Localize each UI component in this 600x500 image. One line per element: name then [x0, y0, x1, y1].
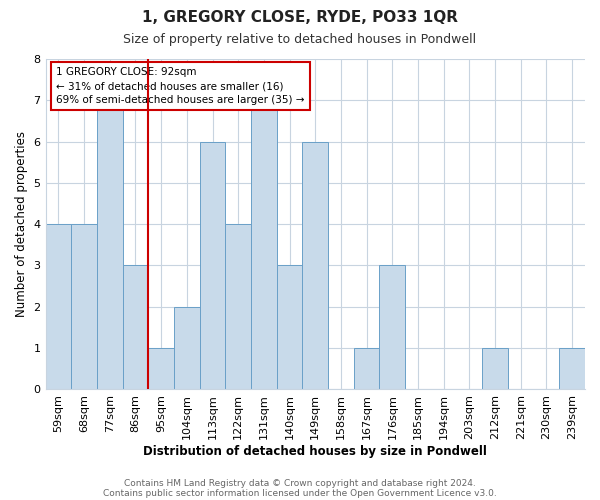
Bar — [97, 100, 122, 389]
Bar — [302, 142, 328, 389]
Bar — [174, 306, 200, 389]
Text: Contains HM Land Registry data © Crown copyright and database right 2024.: Contains HM Land Registry data © Crown c… — [124, 478, 476, 488]
Bar — [226, 224, 251, 389]
Y-axis label: Number of detached properties: Number of detached properties — [15, 131, 28, 317]
Bar — [482, 348, 508, 389]
Bar — [200, 142, 226, 389]
Bar — [559, 348, 585, 389]
Bar — [122, 266, 148, 389]
Bar — [277, 266, 302, 389]
Bar — [251, 100, 277, 389]
Text: 1 GREGORY CLOSE: 92sqm
← 31% of detached houses are smaller (16)
69% of semi-det: 1 GREGORY CLOSE: 92sqm ← 31% of detached… — [56, 68, 305, 106]
Bar — [148, 348, 174, 389]
Bar — [71, 224, 97, 389]
Text: 1, GREGORY CLOSE, RYDE, PO33 1QR: 1, GREGORY CLOSE, RYDE, PO33 1QR — [142, 10, 458, 25]
Text: Size of property relative to detached houses in Pondwell: Size of property relative to detached ho… — [124, 32, 476, 46]
Text: Contains public sector information licensed under the Open Government Licence v3: Contains public sector information licen… — [103, 488, 497, 498]
Bar — [46, 224, 71, 389]
Bar — [379, 266, 405, 389]
Bar — [354, 348, 379, 389]
X-axis label: Distribution of detached houses by size in Pondwell: Distribution of detached houses by size … — [143, 444, 487, 458]
